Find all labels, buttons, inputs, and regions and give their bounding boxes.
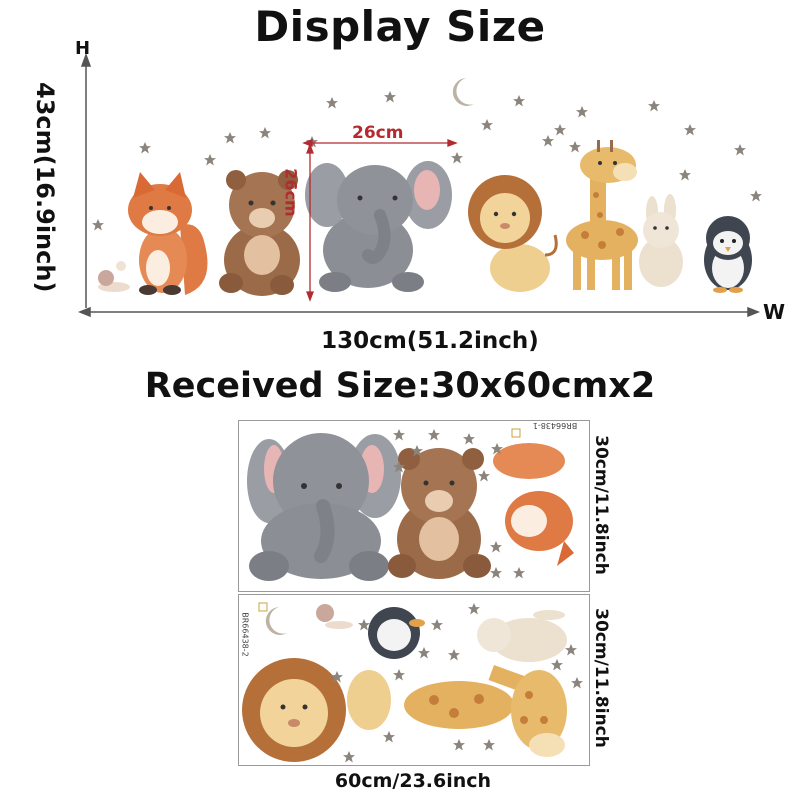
snail-sticker: [98, 261, 130, 292]
height-axis-label: H: [75, 38, 91, 59]
width-axis: [77, 306, 761, 318]
sheet-2-art: [242, 602, 583, 763]
sheet-1-height-label: 30cm/11.8inch: [591, 435, 611, 575]
width-dimension-label: 130cm(51.2inch): [321, 328, 539, 354]
bunny-sticker: [639, 194, 683, 287]
bear-sticker: [219, 170, 300, 296]
moon-icon: [452, 78, 474, 106]
elephant-height-label: 26cm: [281, 168, 301, 217]
sheets-width-label: 60cm/23.6inch: [334, 770, 492, 792]
fox-sticker: [128, 172, 208, 295]
elephant-dimension-lines: [302, 139, 458, 302]
giraffe-sticker: [566, 140, 638, 290]
height-axis: [80, 52, 92, 308]
sheet-2-height-label: 30cm/11.8inch: [591, 608, 611, 748]
sheet-1-code: BR66438-1: [532, 421, 578, 430]
elephant-sticker: [305, 161, 452, 292]
elephant-width-label: 26cm: [352, 123, 404, 143]
received-size-title: Received Size:30x60cmx2: [144, 366, 656, 406]
sheet-1-art: [247, 428, 574, 581]
sticker-sheet-1: BR66438-1: [238, 420, 590, 592]
lion-sticker: [468, 175, 558, 292]
height-dimension-label: 43cm(16.9inch): [31, 82, 59, 293]
penguin-sticker: [704, 216, 752, 293]
page-title: Display Size: [254, 2, 546, 51]
sheet-2-code: BR66438-2: [240, 612, 250, 657]
width-axis-label: W: [763, 300, 786, 324]
sticker-sheet-2: BR66438-2: [238, 594, 590, 766]
